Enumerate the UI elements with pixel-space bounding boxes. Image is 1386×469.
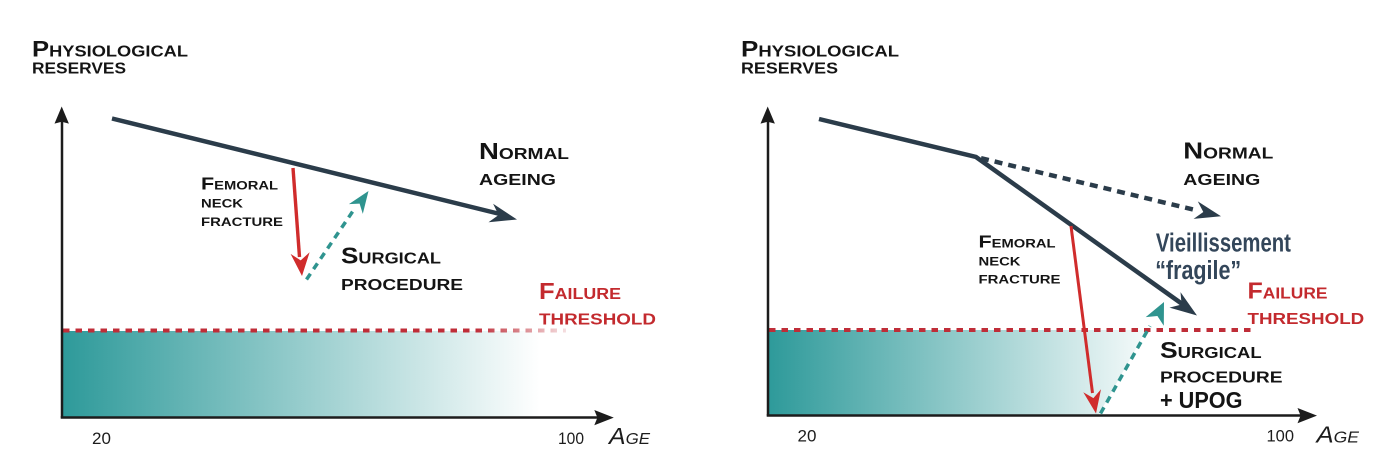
svg-text:Age: Age <box>607 423 650 449</box>
svg-text:fracture: fracture <box>979 267 1061 287</box>
svg-text:Surgical: Surgical <box>1160 337 1262 363</box>
svg-text:Vieillissement: Vieillissement <box>1156 229 1291 257</box>
svg-text:neck: neck <box>979 250 1021 270</box>
svg-text:Femoral: Femoral <box>201 174 278 194</box>
svg-text:100: 100 <box>558 429 584 448</box>
svg-text:+ UPOG: + UPOG <box>1160 387 1243 413</box>
svg-text:procedure: procedure <box>1160 362 1283 388</box>
svg-text:Surgical: Surgical <box>341 242 441 268</box>
svg-text:ageing: ageing <box>479 164 556 190</box>
svg-text:Femoral: Femoral <box>979 232 1056 252</box>
svg-text:Failure: Failure <box>1248 278 1328 304</box>
svg-text:Failure: Failure <box>539 278 621 304</box>
svg-text:20: 20 <box>92 429 111 448</box>
svg-text:Normal: Normal <box>479 138 569 164</box>
svg-text:Age: Age <box>1314 422 1359 448</box>
svg-text:procedure: procedure <box>341 269 463 295</box>
svg-text:Physiological: Physiological <box>32 37 188 62</box>
svg-text:reserves: reserves <box>741 54 838 79</box>
svg-text:ageing: ageing <box>1183 164 1260 190</box>
svg-text:20: 20 <box>798 427 817 446</box>
svg-text:Normal: Normal <box>1183 138 1273 164</box>
svg-text:reserves: reserves <box>32 54 126 79</box>
svg-text:threshold: threshold <box>1248 303 1365 329</box>
svg-text:fracture: fracture <box>201 210 283 230</box>
svg-text:“fragile”: “fragile” <box>1155 257 1241 285</box>
svg-text:neck: neck <box>201 192 243 212</box>
svg-text:100: 100 <box>1267 427 1295 446</box>
svg-text:Physiological: Physiological <box>741 37 899 62</box>
svg-text:threshold: threshold <box>539 304 656 330</box>
